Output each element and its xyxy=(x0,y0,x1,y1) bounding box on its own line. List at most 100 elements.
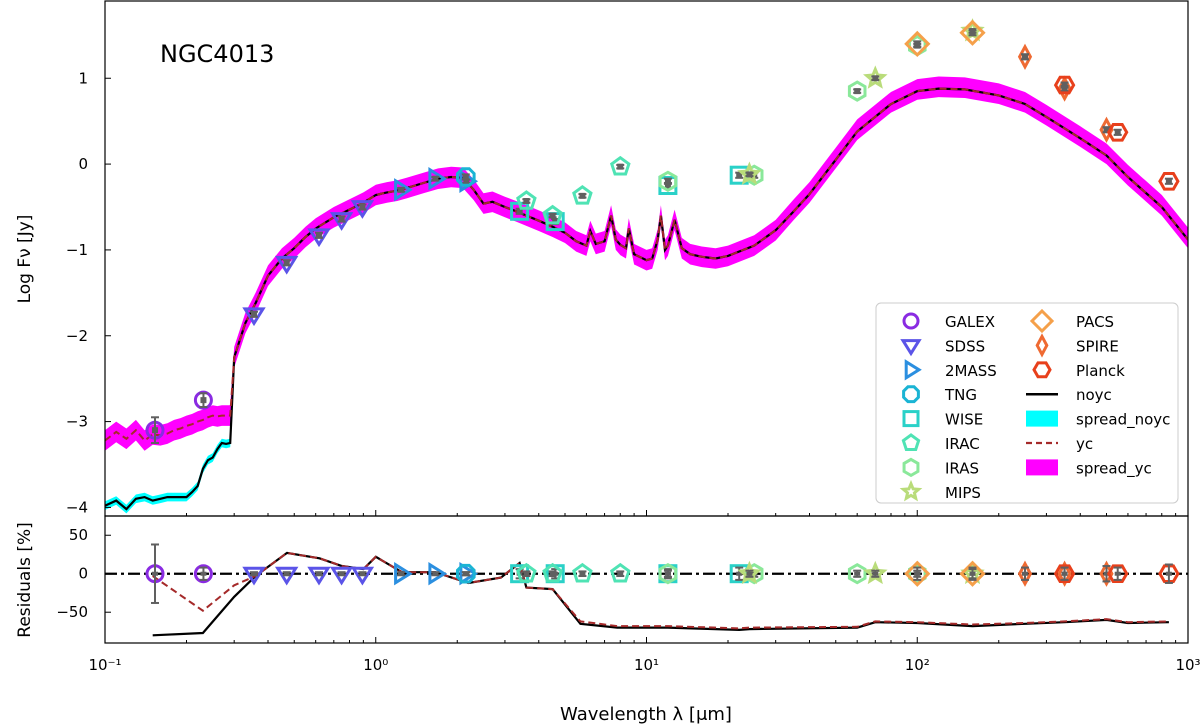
residual-galex-point-shape xyxy=(193,564,213,584)
x-tick-label: 10¹ xyxy=(634,656,659,674)
residual-planck-point-shape xyxy=(1053,564,1076,583)
legend-marker-shape xyxy=(904,359,922,381)
obs-spire-value xyxy=(1021,53,1028,60)
residual-iras-point xyxy=(658,562,678,585)
legend-label: yc xyxy=(1076,435,1093,453)
obs-irac-point xyxy=(609,155,631,176)
obs-2mass-point-shape xyxy=(428,166,448,191)
obs-planck-value xyxy=(1061,82,1068,89)
legend-marker xyxy=(904,359,922,381)
residual-value xyxy=(1061,571,1068,576)
residual-value xyxy=(315,571,322,576)
obs-iras-value xyxy=(664,178,671,185)
residual-value xyxy=(1021,571,1028,576)
legend-label: SPIRE xyxy=(1076,337,1119,355)
obs-irac-value xyxy=(617,163,624,170)
y-tick-label-bottom: −50 xyxy=(56,603,88,621)
residuals-yc-line xyxy=(152,551,1169,630)
obs-galex-point-shape xyxy=(193,390,213,410)
obs-irac-point xyxy=(542,204,563,225)
legend-entry-galex: GALEX xyxy=(902,312,995,331)
legend-label: PACS xyxy=(1076,313,1114,331)
legend-marker xyxy=(902,312,920,330)
residual-sdss-point xyxy=(274,566,299,586)
legend-label: Planck xyxy=(1076,362,1125,380)
legend-entry-2mass: 2MASS xyxy=(904,359,997,381)
obs-sdss-point-shape xyxy=(350,200,375,219)
residual-sdss-point xyxy=(242,566,266,586)
obs-mips-value xyxy=(872,75,879,82)
residual-irac-point-shape xyxy=(609,562,631,583)
residual-2mass-point-shape xyxy=(428,561,448,586)
residual-iras-point-shape xyxy=(658,562,678,585)
obs-sdss-point xyxy=(242,307,266,327)
obs-galex-value xyxy=(200,397,207,404)
residual-value xyxy=(523,571,530,576)
obs-mips-point-shape xyxy=(737,161,762,185)
residual-tng-point-shape xyxy=(455,563,476,584)
residual-planck-point-shape xyxy=(1158,564,1180,583)
obs-sdss-value xyxy=(250,311,257,318)
y-tick-label-top: 1 xyxy=(78,69,88,87)
obs-mips-point xyxy=(737,161,762,185)
y-tick-label-top: 0 xyxy=(78,155,88,173)
residual-irac-point-shape xyxy=(542,562,563,583)
obs-mips-point-shape xyxy=(863,65,888,89)
residual-irac-point xyxy=(516,562,537,583)
residual-value xyxy=(664,571,671,576)
obs-mips-value xyxy=(746,171,753,178)
obs-wise-value xyxy=(736,172,743,179)
chart-title: NGC4013 xyxy=(160,40,274,68)
obs-iras-point xyxy=(658,170,678,193)
obs-sdss-point-shape xyxy=(307,228,331,248)
legend-marker-shape xyxy=(899,479,923,502)
x-axis-label: Wavelength λ [μm] xyxy=(560,704,732,725)
residual-value xyxy=(746,571,753,576)
legend-entry-sdss: SDSS xyxy=(900,337,985,357)
y-tick-label-top: −2 xyxy=(66,327,88,345)
residual-irac-point xyxy=(542,562,563,583)
obs-sdss-point-shape xyxy=(242,307,266,327)
legend-entry-spire: SPIRE xyxy=(1035,333,1119,358)
obs-sdss-point-shape xyxy=(329,212,354,231)
obs-sdss-point xyxy=(274,255,299,275)
y-tick-label-top: −3 xyxy=(66,413,88,431)
residual-value xyxy=(579,571,586,576)
obs-planck-value xyxy=(1114,129,1121,136)
x-tick-label: 10² xyxy=(905,656,930,674)
obs-iras-point-shape xyxy=(658,170,678,193)
obs-sdss-value xyxy=(338,216,345,223)
legend-entry-yc: yc xyxy=(1026,435,1093,453)
legend-entry-pacs: PACS xyxy=(1029,308,1114,334)
residual-2mass-point-shape xyxy=(394,561,413,586)
legend-label: SDSS xyxy=(945,337,985,355)
residual-pacs-point xyxy=(904,560,931,587)
residual-sdss-point xyxy=(307,566,331,586)
legend-marker xyxy=(1032,361,1052,379)
obs-irac-point-shape xyxy=(516,190,537,210)
legend-marker xyxy=(902,410,920,428)
residual-spire-point xyxy=(1057,560,1072,587)
obs-pacs-point xyxy=(959,19,986,46)
legend-marker xyxy=(902,457,920,478)
residual-tng-point xyxy=(455,563,476,584)
residual-iras-point-shape xyxy=(847,562,867,585)
residual-value xyxy=(1103,571,1110,576)
residual-pacs-point xyxy=(959,560,986,587)
legend-entry-spread_yc: spread_yc xyxy=(1026,459,1152,478)
residual-value xyxy=(462,571,469,576)
residual-sdss-point-shape xyxy=(350,566,375,586)
obs-2mass-point xyxy=(394,178,413,202)
obs-sdss-point-shape xyxy=(274,255,299,275)
legend-entry-wise: WISE xyxy=(902,410,983,429)
legend-patch-swatch xyxy=(1026,410,1058,427)
legend-label: noyc xyxy=(1076,386,1112,404)
residual-irac-point-shape xyxy=(572,562,593,583)
residual-planck-point xyxy=(1158,564,1180,583)
residual-sdss-point-shape xyxy=(307,566,331,586)
residual-value xyxy=(872,571,879,576)
obs-iras-point xyxy=(847,80,867,102)
obs-tng-value xyxy=(462,173,469,180)
obs-planck-point-shape xyxy=(1158,172,1180,191)
obs-mips-point xyxy=(863,65,888,89)
